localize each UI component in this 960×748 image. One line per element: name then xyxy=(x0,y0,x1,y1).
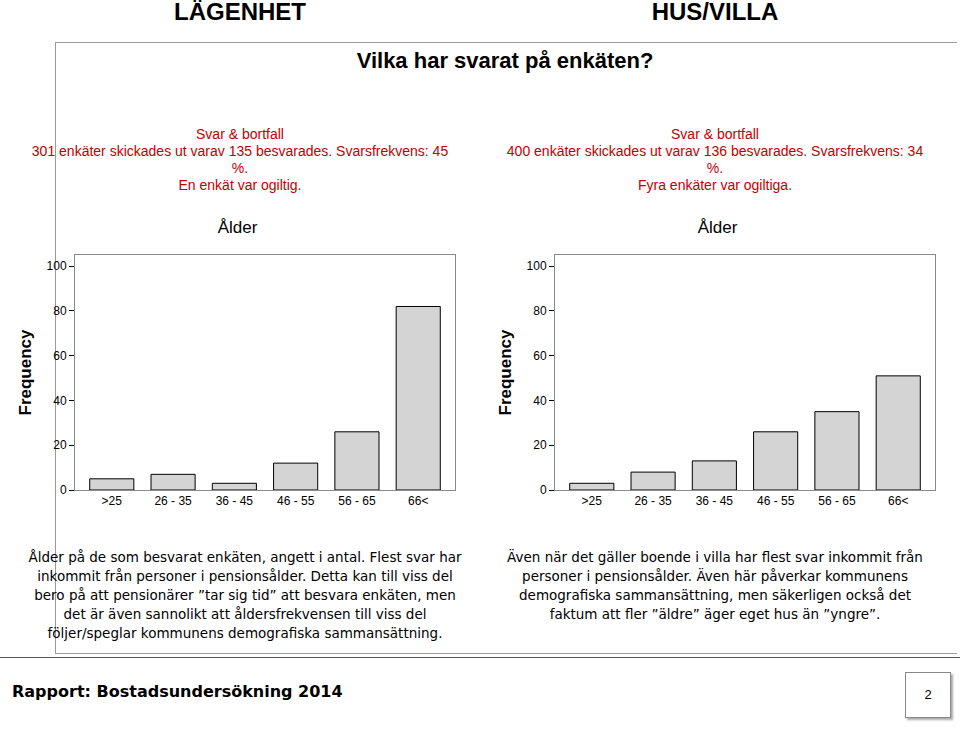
svg-text:80: 80 xyxy=(53,304,67,318)
html-text:301 enkäter skickades ut varav: 301 enkäter skickades ut varav 135 besva… xyxy=(31,143,449,176)
svg-text:60: 60 xyxy=(53,349,67,363)
svg-text:36 - 45: 36 - 45 xyxy=(216,494,254,508)
html-text:2: 2 xyxy=(924,687,932,702)
svg-text:56 - 65: 56 - 65 xyxy=(818,494,856,508)
svg-text:Frequency: Frequency xyxy=(16,329,35,416)
html-text:Svar & bortfall: Svar & bortfall xyxy=(671,126,759,142)
html-text:400 enkäter skickades ut varav: 400 enkäter skickades ut varav 136 besva… xyxy=(506,143,924,176)
svg-text:100: 100 xyxy=(527,259,547,273)
svg-text:40: 40 xyxy=(533,394,547,408)
html-text:Även när det gäller boende i v: Även när det gäller boende i villa har f… xyxy=(507,549,923,622)
html-text:Rapport: Bostadsundersökning 2: Rapport: Bostadsundersökning 2014 xyxy=(12,682,343,701)
svg-text:20: 20 xyxy=(53,438,67,452)
svg-text:40: 40 xyxy=(53,394,67,408)
svg-text:26 - 35: 26 - 35 xyxy=(154,494,192,508)
svg-text:36 - 45: 36 - 45 xyxy=(696,494,734,508)
html-text:Ålder på de som besvarat enkät: Ålder på de som besvarat enkäten, angett… xyxy=(28,549,462,641)
svg-text:Ålder: Ålder xyxy=(698,218,738,237)
svg-text:Ålder: Ålder xyxy=(218,218,258,237)
svg-text:56 - 65: 56 - 65 xyxy=(338,494,376,508)
svg-text:Frequency: Frequency xyxy=(496,329,515,416)
svg-text:60: 60 xyxy=(533,349,547,363)
svg-text:26 - 35: 26 - 35 xyxy=(634,494,672,508)
html-text:Fyra enkäter var ogiltiga.: Fyra enkäter var ogiltiga. xyxy=(638,177,792,193)
html-text:Vilka har svarat på enkäten?: Vilka har svarat på enkäten? xyxy=(356,48,654,73)
html-text:En enkät var ogiltig.: En enkät var ogiltig. xyxy=(178,177,302,193)
svg-text:0: 0 xyxy=(540,483,547,497)
svg-text:100: 100 xyxy=(47,259,67,273)
svg-text:66<: 66< xyxy=(408,494,428,508)
svg-text:20: 20 xyxy=(533,438,547,452)
svg-text:>25: >25 xyxy=(582,494,603,508)
svg-text:66<: 66< xyxy=(888,494,908,508)
svg-text:46 - 55: 46 - 55 xyxy=(757,494,795,508)
svg-text:80: 80 xyxy=(533,304,547,318)
html-text:Svar & bortfall: Svar & bortfall xyxy=(196,126,284,142)
svg-text:46 - 55: 46 - 55 xyxy=(277,494,315,508)
svg-text:0: 0 xyxy=(60,483,67,497)
svg-text:>25: >25 xyxy=(102,494,123,508)
